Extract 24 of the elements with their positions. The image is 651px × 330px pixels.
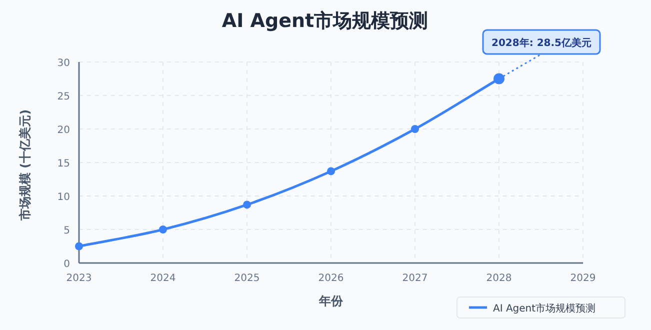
x-tick-label: 2029	[570, 273, 596, 284]
y-tick-label: 10	[57, 192, 70, 203]
y-tick-label: 30	[57, 58, 70, 69]
y-tick-label: 5	[64, 226, 70, 236]
x-tick-label: 2027	[402, 273, 428, 284]
x-tick-label: 2025	[234, 273, 260, 284]
y-tick-label: 25	[57, 92, 70, 102]
point	[411, 125, 419, 133]
y-tick-label: 20	[57, 125, 70, 136]
y-tick-label: 15	[57, 158, 70, 170]
y-axis-title: 市场规模 (十亿美元)	[18, 109, 32, 222]
x-tick-label: 2024	[150, 273, 176, 284]
x-tick-label: 2026	[318, 273, 344, 284]
point	[75, 242, 83, 250]
annotation: 2028年: 28.5亿美元	[492, 37, 592, 49]
x-axis-title: 年份	[318, 294, 344, 308]
y-tick-label: 0	[64, 259, 70, 270]
point	[327, 167, 335, 176]
chart-title: AI Agent市场规模预测	[222, 10, 428, 32]
x-tick-label: 2028	[486, 273, 512, 284]
x-tick-label: 2023	[66, 273, 92, 284]
legend-label: AI Agent市场规模预测	[493, 302, 596, 314]
point	[243, 200, 251, 209]
point	[159, 226, 167, 234]
